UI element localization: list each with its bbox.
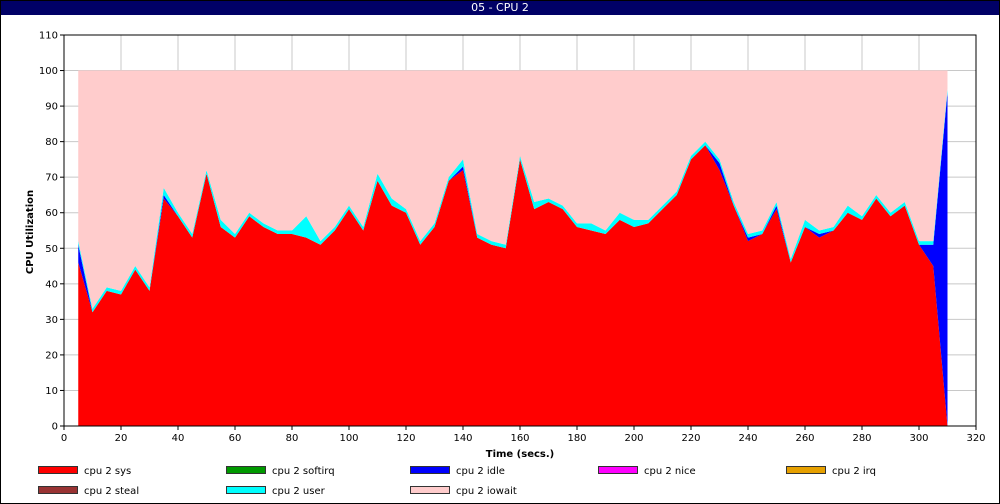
series-areas bbox=[78, 70, 948, 427]
legend-label: cpu 2 user bbox=[272, 486, 325, 497]
legend-label: cpu 2 sys bbox=[84, 466, 132, 477]
x-tick-label: 280 bbox=[852, 433, 871, 444]
legend-label: cpu 2 irq bbox=[832, 466, 876, 477]
series-area-cpu-2-sys bbox=[78, 145, 948, 426]
legend-label: cpu 2 idle bbox=[456, 466, 505, 477]
y-tick-label: 90 bbox=[45, 102, 58, 113]
x-tick-label: 80 bbox=[286, 433, 299, 444]
legend-swatch bbox=[410, 466, 450, 474]
x-tick-label: 300 bbox=[909, 433, 928, 444]
legend-item: cpu 2 steal bbox=[38, 486, 139, 498]
legend-item: cpu 2 idle bbox=[410, 466, 505, 478]
chart-title: 05 - CPU 2 bbox=[471, 1, 529, 14]
legend-item: cpu 2 nice bbox=[598, 466, 696, 478]
axis-ticks: 0 20 40 60 80 100 120 140 160 180 200 220 240 260 280 3… bbox=[39, 31, 986, 445]
y-tick-label: 40 bbox=[45, 279, 58, 290]
legend-label: cpu 2 iowait bbox=[456, 486, 517, 497]
y-tick-label: 30 bbox=[45, 315, 58, 326]
x-tick-label: 0 bbox=[61, 433, 67, 444]
x-tick-label: 140 bbox=[453, 433, 472, 444]
chart-title-bar: 05 - CPU 2 bbox=[1, 1, 999, 15]
y-tick-label: 70 bbox=[45, 173, 58, 184]
x-tick-label: 320 bbox=[966, 433, 985, 444]
legend-swatch bbox=[598, 466, 638, 474]
legend-swatch bbox=[410, 486, 450, 494]
x-tick-label: 260 bbox=[795, 433, 814, 444]
y-tick-label: 60 bbox=[45, 208, 58, 219]
series-area-cpu-2-iowait bbox=[78, 70, 948, 309]
legend-label: cpu 2 softirq bbox=[272, 466, 335, 477]
x-axis-label: Time (secs.) bbox=[486, 449, 555, 460]
x-tick-label: 120 bbox=[396, 433, 415, 444]
legend-item: cpu 2 irq bbox=[786, 466, 876, 478]
x-tick-label: 40 bbox=[172, 433, 185, 444]
x-tick-label: 20 bbox=[115, 433, 128, 444]
legend-item: cpu 2 user bbox=[226, 486, 325, 498]
x-tick-label: 180 bbox=[567, 433, 586, 444]
y-axis-label: CPU Utilization bbox=[25, 190, 36, 274]
y-tick-label: 110 bbox=[39, 31, 58, 42]
legend-label: cpu 2 steal bbox=[84, 486, 140, 497]
x-tick-label: 240 bbox=[738, 433, 757, 444]
y-tick-label: 100 bbox=[39, 66, 58, 77]
legend-item: cpu 2 sys bbox=[38, 466, 131, 478]
y-tick-label: 80 bbox=[45, 137, 58, 148]
x-tick-label: 160 bbox=[510, 433, 529, 444]
legend-swatch bbox=[226, 486, 266, 494]
legend-swatch bbox=[786, 466, 826, 474]
x-tick-label: 220 bbox=[681, 433, 700, 444]
x-tick-label: 100 bbox=[339, 433, 358, 444]
legend-swatch bbox=[38, 486, 78, 494]
x-tick-label: 60 bbox=[229, 433, 242, 444]
legend-swatch bbox=[38, 466, 78, 474]
y-tick-label: 10 bbox=[45, 386, 58, 397]
y-tick-label: 0 bbox=[52, 422, 58, 433]
x-tick-label: 200 bbox=[624, 433, 643, 444]
legend-label: cpu 2 nice bbox=[644, 466, 696, 477]
y-tick-label: 50 bbox=[45, 244, 58, 255]
legend-item: cpu 2 iowait bbox=[410, 486, 517, 498]
legend-item: cpu 2 softirq bbox=[226, 466, 335, 478]
y-tick-label: 20 bbox=[45, 350, 58, 361]
legend-swatch bbox=[226, 466, 266, 474]
